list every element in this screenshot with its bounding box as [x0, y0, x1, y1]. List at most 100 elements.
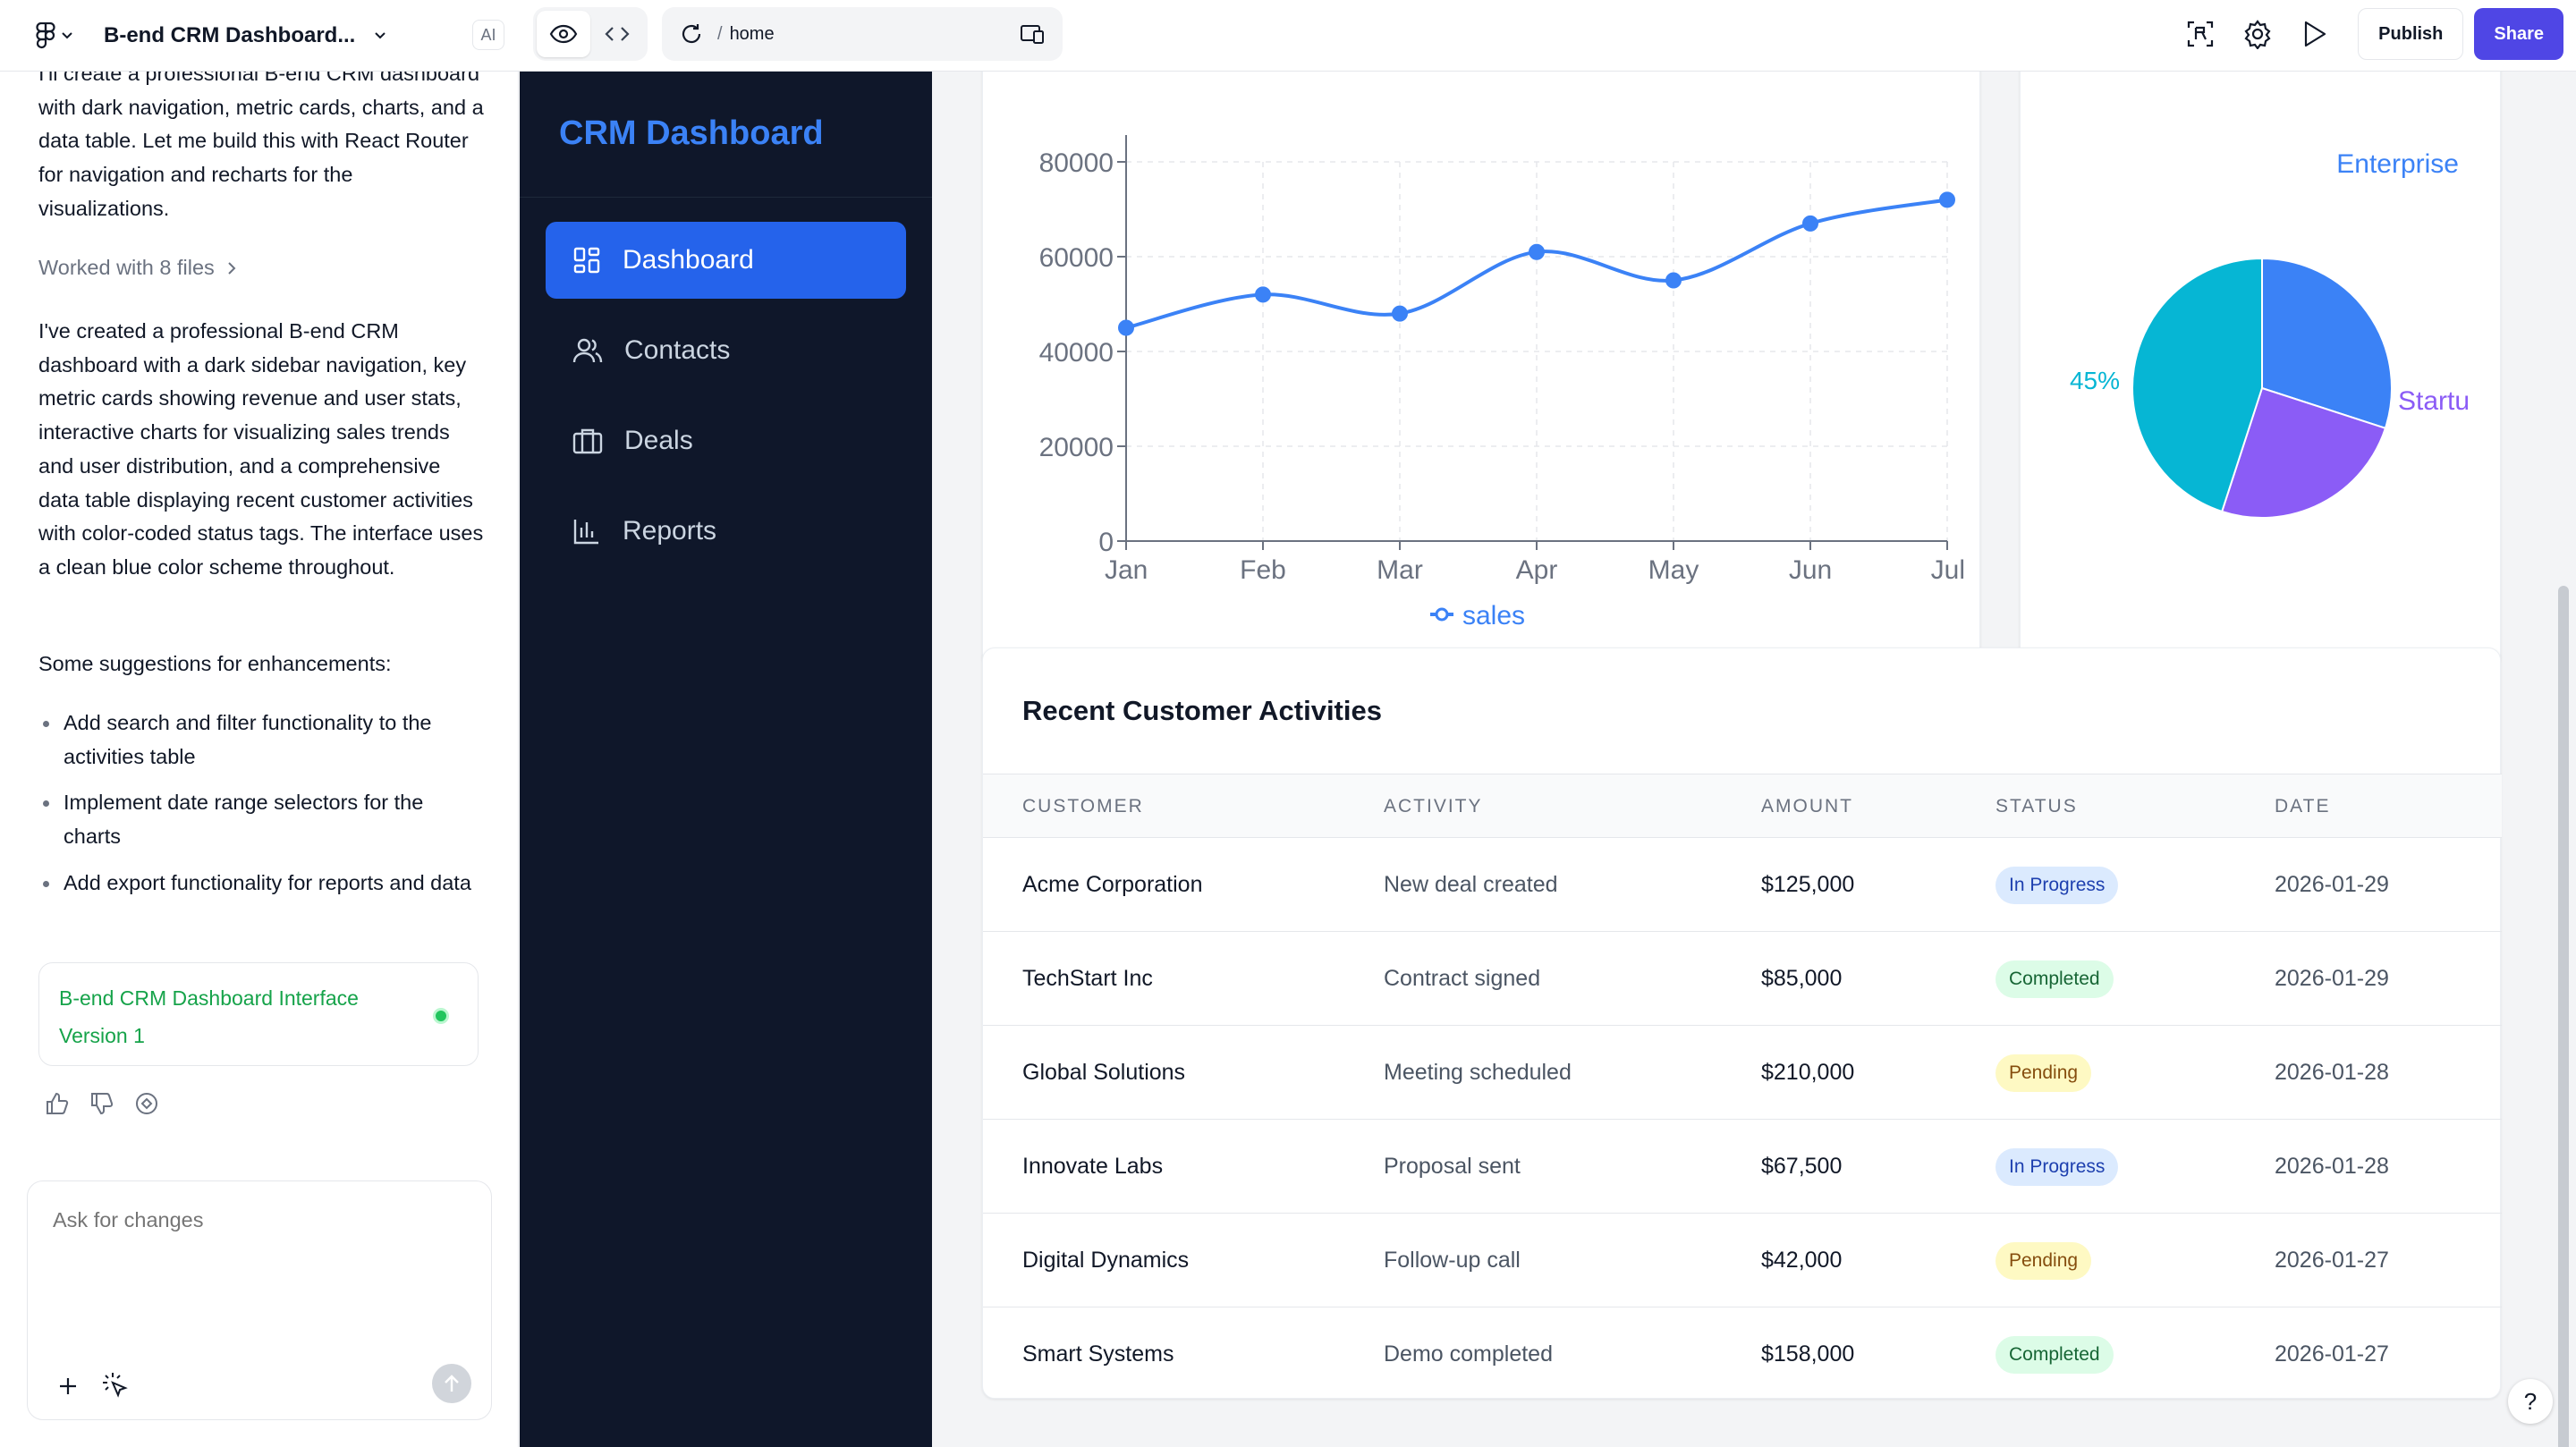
pie-slice-other[interactable]: [2131, 257, 2263, 513]
sales-line-chart: 0 20000 40000 60000 80000 Jan Feb Mar Apr May Jun J…: [1039, 135, 1965, 630]
project-header: B-end CRM Dashboard... AI: [0, 0, 519, 72]
sidebar-item-contacts[interactable]: Contacts: [546, 312, 906, 389]
sidebar-item-dashboard[interactable]: Dashboard: [546, 222, 906, 299]
date-cell: 2026-01-28: [2275, 1060, 2389, 1085]
pie-label-percent: 45%: [2070, 367, 2120, 394]
pie-label-startup: Startu: [2398, 386, 2470, 416]
inspect-button[interactable]: [2172, 7, 2229, 61]
sidebar-nav: Dashboard Contacts Deals Reports: [546, 222, 906, 583]
briefcase-icon: [572, 428, 603, 454]
arrow-up-icon: [445, 1375, 459, 1392]
project-title[interactable]: B-end CRM Dashboard...: [104, 23, 356, 47]
sales-trend-card: 0 20000 40000 60000 80000 Jan Feb Mar Apr May Jun J…: [982, 72, 1980, 667]
customer-cell: Innovate Labs: [1022, 1154, 1164, 1179]
thumbs-up-icon[interactable]: [45, 1091, 70, 1116]
preview-mode-button[interactable]: [537, 11, 590, 57]
top-bar: B-end CRM Dashboard... AI / home Publ: [0, 0, 2576, 72]
code-icon: [605, 27, 630, 41]
date-cell: 2026-01-27: [2275, 1341, 2389, 1367]
suggestions-list: Add search and filter functionality to t…: [38, 707, 486, 913]
user-distribution-card: Enterprise Startu 45%: [2020, 72, 2501, 667]
y-tick-label: 0: [1098, 528, 1114, 557]
sales-data-point[interactable]: [1939, 191, 1955, 208]
thumbs-down-icon[interactable]: [89, 1091, 114, 1116]
column-header-date[interactable]: DATE: [2275, 796, 2331, 817]
url-bar[interactable]: / home: [662, 7, 1063, 61]
y-tick-label: 40000: [1039, 338, 1114, 368]
plus-icon: [60, 1378, 76, 1394]
retry-icon[interactable]: [134, 1091, 159, 1116]
customer-cell: Global Solutions: [1022, 1060, 1186, 1085]
version-status-dot: [433, 1008, 449, 1024]
date-cell: 2026-01-28: [2275, 1154, 2389, 1179]
x-tick-label: Jul: [1931, 555, 1965, 585]
suggestion-item: Add search and filter functionality to t…: [38, 707, 486, 774]
scrollbar-thumb[interactable]: [2558, 586, 2569, 1447]
status-badge: In Progress: [1996, 1148, 2119, 1186]
activity-cell: Proposal sent: [1384, 1154, 1521, 1179]
y-tick-label: 20000: [1039, 433, 1114, 462]
sales-data-point[interactable]: [1118, 319, 1134, 336]
select-element-button[interactable]: [99, 1369, 133, 1403]
share-button[interactable]: Share: [2474, 8, 2563, 60]
sales-data-point[interactable]: [1665, 272, 1682, 289]
sidebar-item-reports[interactable]: Reports: [546, 493, 906, 570]
table-row[interactable]: Digital Dynamics Follow-up call $42,000 202…: [983, 1214, 2502, 1307]
column-header-activity[interactable]: ACTIVITY: [1384, 796, 1483, 817]
app-brand-title: CRM Dashboard: [559, 114, 824, 152]
status-badge: Pending: [1996, 1242, 2092, 1280]
code-mode-button[interactable]: [590, 11, 644, 57]
project-chevron-down-icon[interactable]: [373, 31, 387, 40]
chevron-right-icon: [228, 261, 236, 275]
activity-cell: Demo completed: [1384, 1341, 1553, 1367]
pie-slice-enterprise[interactable]: [2261, 257, 2393, 430]
amount-cell: $85,000: [1761, 966, 1843, 991]
app-main-content: 0 20000 40000 60000 80000 Jan Feb Mar Apr May Jun J…: [932, 72, 2576, 1447]
activity-cell: New deal created: [1384, 872, 1558, 897]
pie-label-enterprise: Enterprise: [2336, 149, 2459, 179]
help-button[interactable]: ?: [2508, 1379, 2553, 1424]
column-header-customer[interactable]: CUSTOMER: [1022, 796, 1144, 817]
worked-with-files-toggle[interactable]: Worked with 8 files: [38, 256, 236, 280]
status-badge: Completed: [1996, 1336, 2114, 1374]
status-badge: In Progress: [1996, 867, 2119, 904]
recent-activities-title: Recent Customer Activities: [1022, 695, 1382, 726]
publish-button[interactable]: Publish: [2358, 8, 2464, 60]
sidebar-item-deals[interactable]: Deals: [546, 402, 906, 479]
users-icon: [572, 338, 603, 363]
sidebar-divider: [520, 197, 932, 198]
app-menu-button[interactable]: [29, 16, 80, 55]
url-path[interactable]: / home: [717, 23, 775, 44]
legend-label-sales[interactable]: sales: [1462, 601, 1525, 630]
table-row[interactable]: TechStart Inc Contract signed $85,000 2026-…: [983, 932, 2502, 1026]
figma-logo-icon: [36, 22, 55, 49]
chevron-down-icon: [62, 32, 72, 39]
x-tick-label: Mar: [1377, 555, 1423, 585]
sales-data-point[interactable]: [1529, 243, 1545, 260]
x-tick-label: Apr: [1516, 555, 1558, 585]
ask-for-changes-input[interactable]: [53, 1208, 464, 1232]
device-preview-icon[interactable]: [1020, 23, 1045, 45]
send-button[interactable]: [432, 1364, 471, 1403]
table-row[interactable]: Innovate Labs Proposal sent $67,500 2026-01…: [983, 1120, 2502, 1214]
sales-data-point[interactable]: [1802, 215, 1818, 232]
table-row[interactable]: Global Solutions Meeting scheduled $210,00…: [983, 1026, 2502, 1120]
sidebar-item-label: Reports: [623, 516, 717, 546]
pie-slice-startup[interactable]: [2220, 386, 2387, 519]
refresh-icon[interactable]: [680, 22, 703, 46]
table-row[interactable]: Acme Corporation New deal created $125,000…: [983, 838, 2502, 932]
run-button[interactable]: [2286, 7, 2343, 61]
settings-button[interactable]: [2229, 7, 2286, 61]
sales-data-point[interactable]: [1392, 305, 1408, 322]
sales-data-point[interactable]: [1255, 286, 1271, 303]
column-header-status[interactable]: STATUS: [1996, 796, 2078, 817]
version-card-version: Version 1: [59, 1024, 145, 1047]
version-card[interactable]: B-end CRM Dashboard Interface Version 1: [38, 962, 479, 1066]
worked-with-files-label: Worked with 8 files: [38, 256, 215, 279]
ai-badge[interactable]: AI: [472, 20, 504, 50]
add-attachment-button[interactable]: [51, 1369, 85, 1403]
column-header-amount[interactable]: AMOUNT: [1761, 796, 1853, 817]
inspect-icon: [2188, 21, 2214, 47]
table-row[interactable]: Smart Systems Demo completed $158,000 2026-…: [983, 1307, 2502, 1401]
x-tick-label: Jan: [1105, 555, 1148, 585]
